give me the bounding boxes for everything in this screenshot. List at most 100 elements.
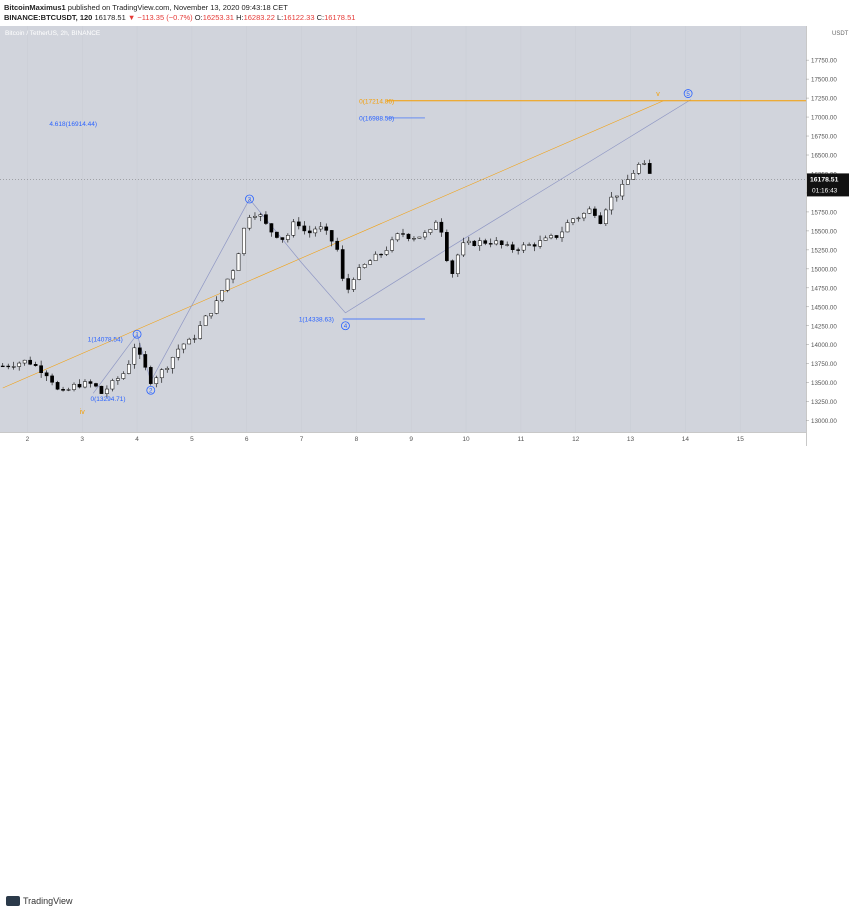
candle [280,237,285,243]
time-tick-label: 2 [26,436,30,443]
candle-body [450,260,455,274]
candle [406,233,411,242]
candle-body [516,249,520,251]
wave-label: 2 [149,388,153,395]
candle [647,159,652,174]
candle [132,343,137,369]
candle-body [609,196,614,211]
candle [33,361,38,367]
candle [203,315,208,326]
symbol-line: BINANCE:BTCUSDT, 120 16178.51 ▼ −113.35 … [4,13,355,22]
candle [560,226,564,242]
candle-body [565,222,570,233]
candle-body [461,242,466,256]
candle-body [214,300,219,314]
candle-body [302,225,307,232]
candle-body [253,215,257,218]
price-tick-label: 16500.00 [811,153,837,160]
candle-body [505,244,510,246]
candle [176,344,181,361]
candle [44,370,49,381]
candle-body [220,290,224,301]
candle-body [576,217,581,220]
current-price-badge [807,173,849,197]
close-value: 16178.51 [324,13,356,22]
candle [351,277,356,292]
wave-label: v [656,91,660,98]
fib-label: 1(14078.54) [88,336,123,343]
candle-body [532,244,537,247]
candle [587,206,592,214]
price-tick-label: 17250.00 [811,96,837,103]
author-name[interactable]: BitcoinMaximus1 [4,3,66,12]
candle [198,320,202,340]
candle-body [296,221,301,227]
wave-label-circle [245,194,254,204]
wave-label: 4 [344,323,348,330]
price-tick-label: 16750.00 [811,134,837,141]
candle-body [483,240,488,244]
price-tick-label: 14000.00 [811,342,837,349]
candle [631,169,636,180]
candle-body [604,209,608,224]
header-bar: BitcoinMaximus1 published on TradingView… [0,0,850,26]
candle [335,237,340,252]
fib-label: 4.618(16914.44) [49,121,97,128]
price-axis[interactable] [806,26,850,446]
candle [137,342,142,360]
candle-body [187,338,192,345]
candle-body [143,354,148,368]
candle-body [587,208,592,214]
price-tick-label: 17750.00 [811,58,837,65]
price-tick-label: 15000.00 [811,266,837,273]
candle [286,233,290,243]
candle-body [647,163,652,174]
candle-body [527,244,531,246]
candle [72,382,76,392]
candle [170,356,175,374]
time-tick-label: 5 [190,436,194,443]
candle [357,264,361,281]
price-tick-label: 17500.00 [811,77,837,84]
elliott-wave-path [92,99,692,394]
candle [401,228,405,238]
candle [362,263,367,269]
price-tick-label: 15750.00 [811,209,837,216]
candle-body [291,221,296,236]
candle-body [357,267,361,280]
candle [329,229,334,247]
candle-body [324,226,329,231]
time-axis[interactable] [0,432,806,447]
wave-label: iv [80,409,86,416]
time-tick-label: 3 [80,436,84,443]
candle [379,253,383,258]
candle [209,313,213,319]
candle-body [0,365,5,368]
candle [187,337,192,345]
candle [61,386,65,392]
price-tick-label: 13000.00 [811,418,837,425]
candle-body [94,383,98,387]
open-label: O: [194,13,203,22]
candle [395,232,400,242]
wave-label-circle [132,329,142,339]
candle [165,366,170,373]
candle-body [44,372,49,377]
candle [412,236,416,242]
tradingview-logo[interactable]: TradingView [6,896,73,906]
price-tick-label: 15500.00 [811,228,837,235]
candle-body [121,373,126,379]
candle [340,245,345,282]
candle-body [264,214,268,224]
candle-body [642,163,647,165]
wave-label: 1 [135,332,139,339]
candle [549,233,553,240]
candle [571,217,575,226]
candle [242,227,246,256]
candle [105,385,109,398]
candle-body [198,325,202,339]
candle [428,228,433,235]
candle [275,231,279,239]
candle-body [203,315,208,326]
candle [121,371,126,380]
